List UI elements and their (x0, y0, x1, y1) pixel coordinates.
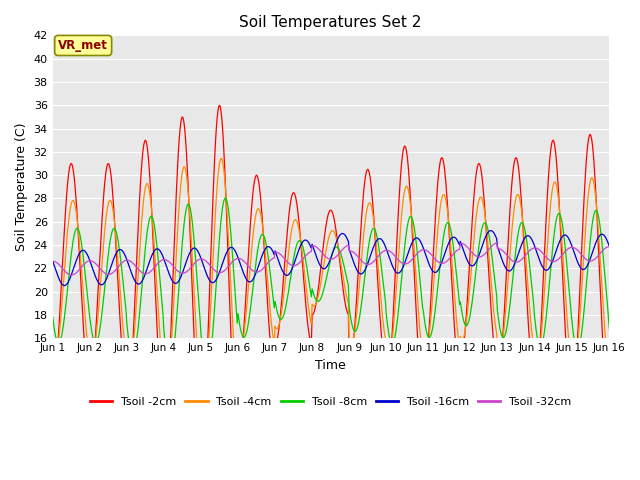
Tsoil -16cm (411, 236, 419, 241)
Tsoil -2cm (412, 297, 419, 303)
Text: VR_met: VR_met (58, 39, 108, 52)
Tsoil -4cm (280, 288, 288, 293)
Tsoil -16cm (444, 242, 452, 248)
Tsoil -8cm (118, 271, 126, 276)
Tsoil -2cm (280, 265, 288, 271)
Tsoil -4cm (412, 268, 419, 274)
Tsoil -2cm (445, 223, 452, 229)
Line: Tsoil -4cm: Tsoil -4cm (52, 158, 640, 401)
Title: Soil Temperatures Set 2: Soil Temperatures Set 2 (239, 15, 422, 30)
Tsoil -2cm (118, 349, 126, 355)
X-axis label: Time: Time (316, 359, 346, 372)
Tsoil -8cm (49, 314, 56, 320)
Line: Tsoil -32cm: Tsoil -32cm (52, 243, 640, 275)
Tsoil -2cm (228, 374, 236, 380)
Tsoil -16cm (280, 270, 287, 276)
Tsoil -32cm (493, 240, 500, 246)
Tsoil -4cm (445, 220, 452, 226)
Tsoil -2cm (49, 382, 56, 388)
Tsoil -4cm (228, 319, 236, 325)
Tsoil -4cm (49, 353, 56, 359)
Tsoil -4cm (258, 219, 266, 225)
Tsoil -8cm (228, 253, 236, 259)
Tsoil -16cm (49, 258, 56, 264)
Tsoil -8cm (280, 310, 288, 316)
Tsoil -2cm (197, 440, 205, 446)
Tsoil -2cm (216, 102, 223, 108)
Tsoil -2cm (258, 211, 266, 217)
Tsoil -16cm (257, 255, 265, 261)
Tsoil -32cm (257, 267, 265, 273)
Tsoil -32cm (119, 259, 127, 265)
Y-axis label: Soil Temperature (C): Soil Temperature (C) (15, 122, 28, 251)
Legend: Tsoil -2cm, Tsoil -4cm, Tsoil -8cm, Tsoil -16cm, Tsoil -32cm: Tsoil -2cm, Tsoil -4cm, Tsoil -8cm, Tsoi… (86, 392, 576, 411)
Tsoil -32cm (228, 260, 236, 265)
Tsoil -8cm (204, 371, 211, 376)
Tsoil -8cm (222, 195, 230, 201)
Line: Tsoil -2cm: Tsoil -2cm (52, 105, 640, 443)
Tsoil -32cm (67, 272, 75, 278)
Tsoil -32cm (411, 253, 419, 259)
Tsoil -16cm (119, 249, 127, 254)
Tsoil -32cm (444, 257, 452, 263)
Tsoil -16cm (228, 244, 236, 250)
Tsoil -32cm (49, 258, 56, 264)
Tsoil -32cm (280, 255, 287, 261)
Line: Tsoil -8cm: Tsoil -8cm (52, 198, 640, 373)
Tsoil -16cm (60, 283, 68, 288)
Tsoil -4cm (198, 398, 206, 404)
Line: Tsoil -16cm: Tsoil -16cm (52, 230, 640, 286)
Tsoil -4cm (217, 156, 225, 161)
Tsoil -8cm (258, 232, 266, 238)
Tsoil -8cm (445, 220, 452, 226)
Tsoil -16cm (486, 228, 494, 233)
Tsoil -8cm (412, 234, 419, 240)
Tsoil -4cm (118, 314, 126, 320)
